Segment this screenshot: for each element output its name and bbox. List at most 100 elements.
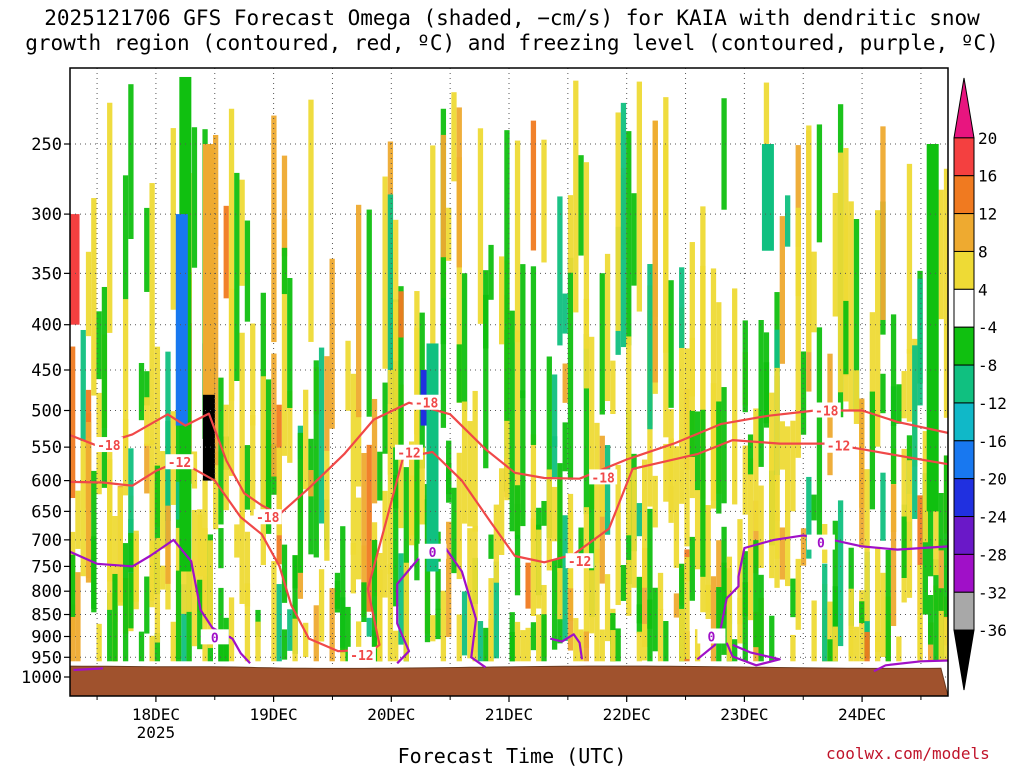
omega-cell <box>700 409 706 577</box>
omega-cell <box>917 495 923 615</box>
omega-cell <box>461 401 468 524</box>
omega-cell <box>456 344 462 403</box>
omega-cell <box>75 490 81 549</box>
omega-cell <box>382 490 388 598</box>
omega-cell <box>350 543 356 594</box>
omega-patch <box>70 214 80 325</box>
omega-cell <box>721 526 727 614</box>
colorbar-swatch <box>953 288 975 328</box>
omega-cell <box>631 469 637 588</box>
omega-cell <box>514 140 521 343</box>
omega-cell <box>636 503 642 537</box>
contour-line <box>549 633 584 660</box>
omega-cell <box>689 242 695 397</box>
omega-cell <box>811 600 817 662</box>
omega-cell <box>694 489 701 570</box>
colorbar-swatch <box>953 364 975 404</box>
omega-cell <box>652 120 658 383</box>
omega-cell <box>398 291 404 338</box>
omega-cell <box>440 257 447 428</box>
omega-cell <box>281 544 288 603</box>
omega-cell <box>747 434 754 475</box>
omega-cell <box>631 193 637 286</box>
omega-cell <box>927 466 934 577</box>
omega-cell <box>790 420 796 512</box>
contour-label-bg <box>94 437 123 453</box>
omega-cell <box>355 497 362 580</box>
contour-line <box>696 534 948 661</box>
credit-link[interactable]: coolwx.com/models <box>826 744 990 763</box>
omega-cell <box>202 528 208 662</box>
omega-cell <box>260 376 266 566</box>
omega-cell <box>271 561 277 662</box>
omega-cell <box>583 298 590 389</box>
omega-cell <box>451 92 457 182</box>
omega-cell <box>779 216 785 364</box>
colorbar-label: -8 <box>978 356 997 375</box>
omega-cell <box>652 475 658 528</box>
omega-cell <box>843 148 849 402</box>
contour-line <box>73 667 104 672</box>
omega-cell <box>599 478 605 517</box>
omega-cell <box>430 615 436 642</box>
contour-label-bg <box>200 629 229 645</box>
omega-cell <box>848 630 854 662</box>
omega-cell <box>265 430 272 534</box>
omega-cell <box>906 494 913 598</box>
omega-cell <box>91 536 97 609</box>
colorbar-label: -4 <box>978 318 997 337</box>
omega-cell <box>721 387 727 504</box>
y-tick-label: 1000 <box>21 668 62 688</box>
contour-label: 0 <box>429 546 437 561</box>
omega-cell <box>848 547 854 626</box>
omega-cell <box>567 588 574 651</box>
contour-line <box>70 401 948 516</box>
contour-label: -12 <box>827 440 850 455</box>
omega-cell <box>922 431 928 543</box>
omega-cell <box>806 125 812 353</box>
colorbar-label: -28 <box>978 545 1007 564</box>
omega-cell <box>848 201 854 411</box>
contour-label-bg <box>565 553 594 569</box>
omega-cell <box>175 340 182 543</box>
colorbar-swatch <box>953 250 975 290</box>
omega-cell <box>128 532 134 573</box>
omega-patch <box>926 144 939 512</box>
omega-cell <box>154 537 161 643</box>
omega-cell <box>578 527 584 561</box>
omega-cell <box>573 80 579 313</box>
contour-label-bg <box>697 628 726 644</box>
omega-cell <box>594 548 600 662</box>
omega-cell <box>689 536 695 601</box>
omega-cell <box>345 340 351 411</box>
y-tick-label: 950 <box>31 648 62 668</box>
omega-cell <box>546 356 552 538</box>
omega-cell <box>716 401 722 514</box>
omega-cell <box>303 622 309 658</box>
omega-cell <box>784 195 791 247</box>
omega-cell <box>668 280 674 408</box>
omega-cell <box>281 155 288 257</box>
colorbar-swatch <box>953 553 975 593</box>
omega-cell <box>742 320 748 413</box>
x-tick-label: 19DEC <box>250 705 298 724</box>
omega-cell <box>943 168 948 418</box>
terrain-ground <box>70 665 948 696</box>
colorbar-arrow-bottom <box>953 629 975 691</box>
omega-cell <box>318 347 325 524</box>
omega-cell <box>467 528 473 659</box>
omega-cell <box>154 346 161 527</box>
colorbar-swatch <box>953 326 975 366</box>
omega-cell <box>573 618 579 662</box>
y-tick-label: 250 <box>31 135 62 155</box>
omega-cell <box>197 509 203 577</box>
colorbar-swatch <box>953 137 975 177</box>
omega-patch <box>761 144 774 251</box>
contour-label: -18 <box>415 397 439 412</box>
omega-cell <box>186 567 192 662</box>
omega-cell <box>541 139 547 263</box>
omega-cell <box>366 444 372 612</box>
omega-cell <box>170 128 176 310</box>
omega-cell <box>525 562 531 609</box>
